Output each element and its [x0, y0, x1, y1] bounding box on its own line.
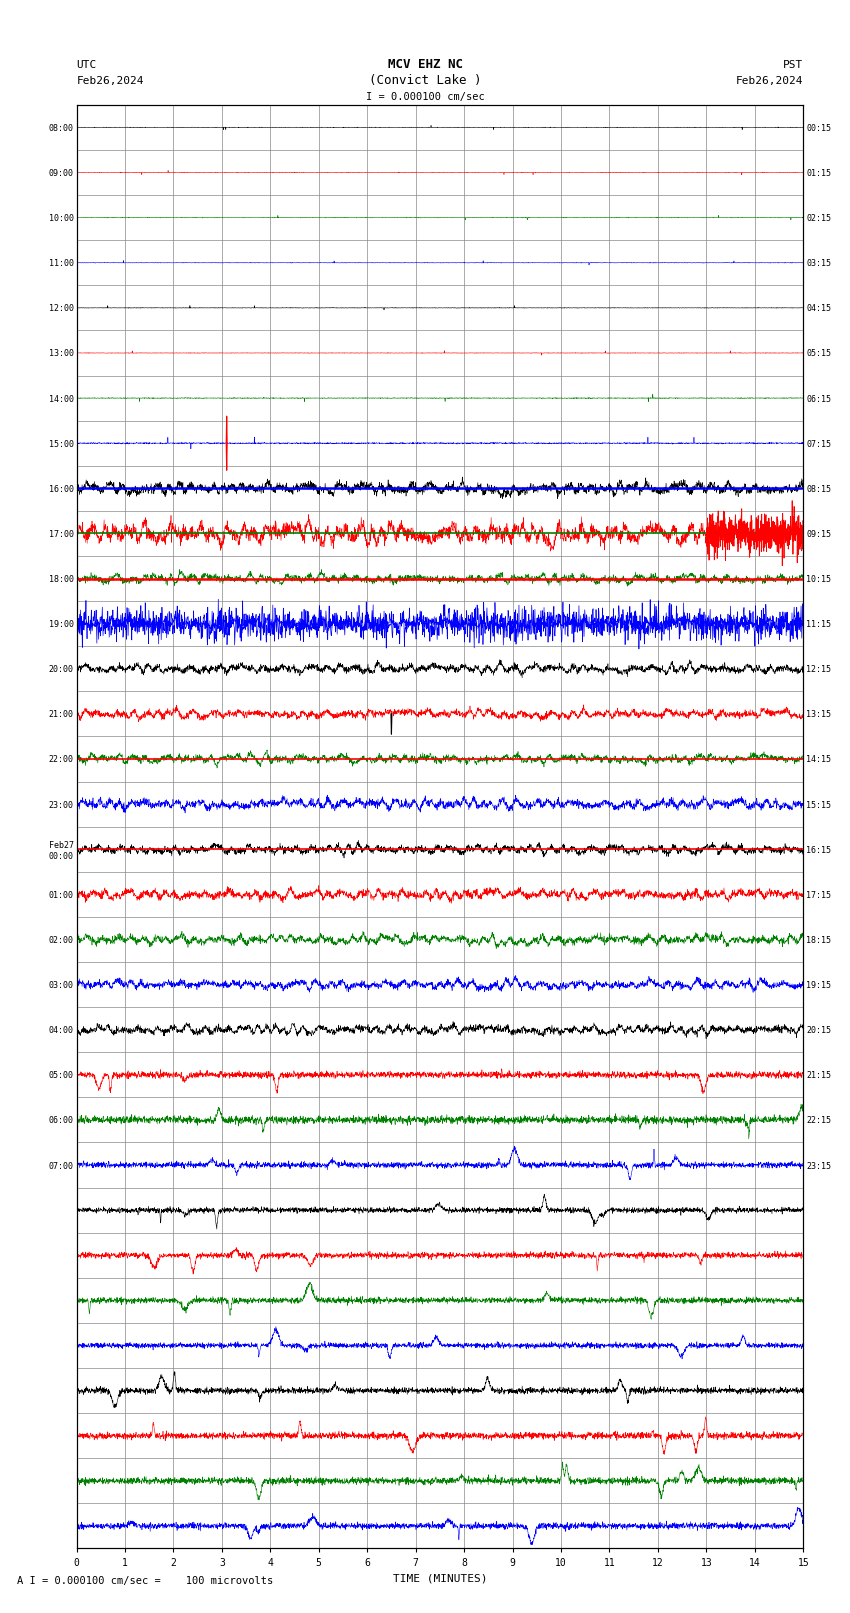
Text: Feb26,2024: Feb26,2024	[736, 76, 803, 85]
Text: UTC: UTC	[76, 60, 97, 69]
Text: PST: PST	[783, 60, 803, 69]
X-axis label: TIME (MINUTES): TIME (MINUTES)	[393, 1573, 487, 1582]
Text: Feb26,2024: Feb26,2024	[76, 76, 144, 85]
Text: I = 0.000100 cm/sec: I = 0.000100 cm/sec	[366, 92, 484, 102]
Text: A I = 0.000100 cm/sec =    100 microvolts: A I = 0.000100 cm/sec = 100 microvolts	[17, 1576, 273, 1586]
Text: MCV EHZ NC: MCV EHZ NC	[388, 58, 462, 71]
Text: (Convict Lake ): (Convict Lake )	[369, 74, 481, 87]
